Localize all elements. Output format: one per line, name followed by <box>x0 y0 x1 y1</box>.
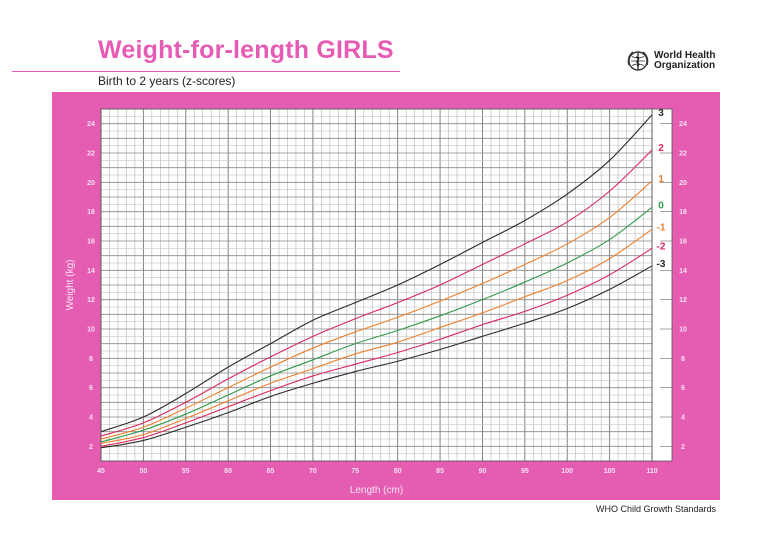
y-tick-label-right: 14 <box>679 268 687 275</box>
y-tick-label-right: 12 <box>679 297 687 304</box>
zscore-label: 0 <box>658 200 664 211</box>
y-tick-label-right: 22 <box>679 151 687 158</box>
org-name-line2: Organization <box>654 60 716 71</box>
y-tick-label-right: 18 <box>679 209 687 216</box>
x-tick-label: 60 <box>224 468 232 475</box>
x-tick-label: 100 <box>561 468 573 475</box>
x-tick-label: 65 <box>267 468 275 475</box>
y-tick-label-left: 14 <box>87 268 95 275</box>
zscore-label: -1 <box>657 222 666 233</box>
who-emblem-icon <box>627 51 649 71</box>
zscore-curve--3 <box>100 265 653 449</box>
y-tick-label-left: 16 <box>87 239 95 246</box>
y-tick-label-left: 2 <box>89 444 93 451</box>
y-tick-label-right: 2 <box>681 444 685 451</box>
title-divider <box>12 71 400 72</box>
y-tick-label-right: 4 <box>681 415 685 422</box>
y-axis-title: Weight (kg) <box>65 260 76 311</box>
zscore-curve--2 <box>100 247 653 447</box>
y-tick-label-left: 18 <box>87 209 95 216</box>
x-tick-label: 85 <box>436 468 444 475</box>
x-tick-label: 50 <box>139 468 147 475</box>
y-tick-label-right: 6 <box>681 385 685 392</box>
zscore-curve-1 <box>100 180 653 440</box>
y-tick-label-left: 24 <box>87 121 95 128</box>
zscore-label: 3 <box>658 108 664 119</box>
zscore-curve-3 <box>100 114 653 433</box>
page-subtitle: Birth to 2 years (z-scores) <box>98 74 236 88</box>
zscore-label: -3 <box>657 259 666 270</box>
org-name-line1: World Health <box>654 50 716 61</box>
y-tick-label-right: 8 <box>681 356 685 363</box>
who-logo: World Health Organization <box>626 49 715 73</box>
y-tick-label-right: 16 <box>679 239 687 246</box>
zscore-label: 2 <box>658 143 664 154</box>
x-tick-label: 80 <box>394 468 402 475</box>
x-tick-label: 55 <box>182 468 190 475</box>
zscore-label: -2 <box>657 241 666 252</box>
zscore-curve-2 <box>100 149 653 437</box>
y-tick-label-left: 10 <box>87 327 95 334</box>
y-tick-label-left: 12 <box>87 297 95 304</box>
y-tick-label-right: 10 <box>679 327 687 334</box>
y-tick-label-left: 6 <box>89 385 93 392</box>
grid-lines <box>100 108 653 462</box>
y-tick-label-left: 4 <box>89 415 93 422</box>
footer-credit: WHO Child Growth Standards <box>595 504 716 514</box>
y-tick-label-left: 8 <box>89 356 93 363</box>
y-tick-label-left: 20 <box>87 180 95 187</box>
x-tick-label: 95 <box>521 468 529 475</box>
zscore-curve-0 <box>100 206 653 443</box>
zscore-label: 1 <box>658 174 664 185</box>
x-tick-label: 45 <box>97 468 105 475</box>
y-tick-label-left: 22 <box>87 151 95 158</box>
x-tick-label: 90 <box>479 468 487 475</box>
zscore-curve--1 <box>100 228 653 444</box>
y-tick-label-right: 20 <box>679 180 687 187</box>
x-axis-title: Length (cm) <box>350 485 403 496</box>
y-tick-label-right: 24 <box>679 121 687 128</box>
page-title: Weight-for-length GIRLS <box>98 36 394 64</box>
x-tick-label: 110 <box>646 468 657 475</box>
x-tick-label: 75 <box>351 468 359 475</box>
x-tick-label: 105 <box>604 468 616 475</box>
x-tick-label: 70 <box>309 468 317 475</box>
